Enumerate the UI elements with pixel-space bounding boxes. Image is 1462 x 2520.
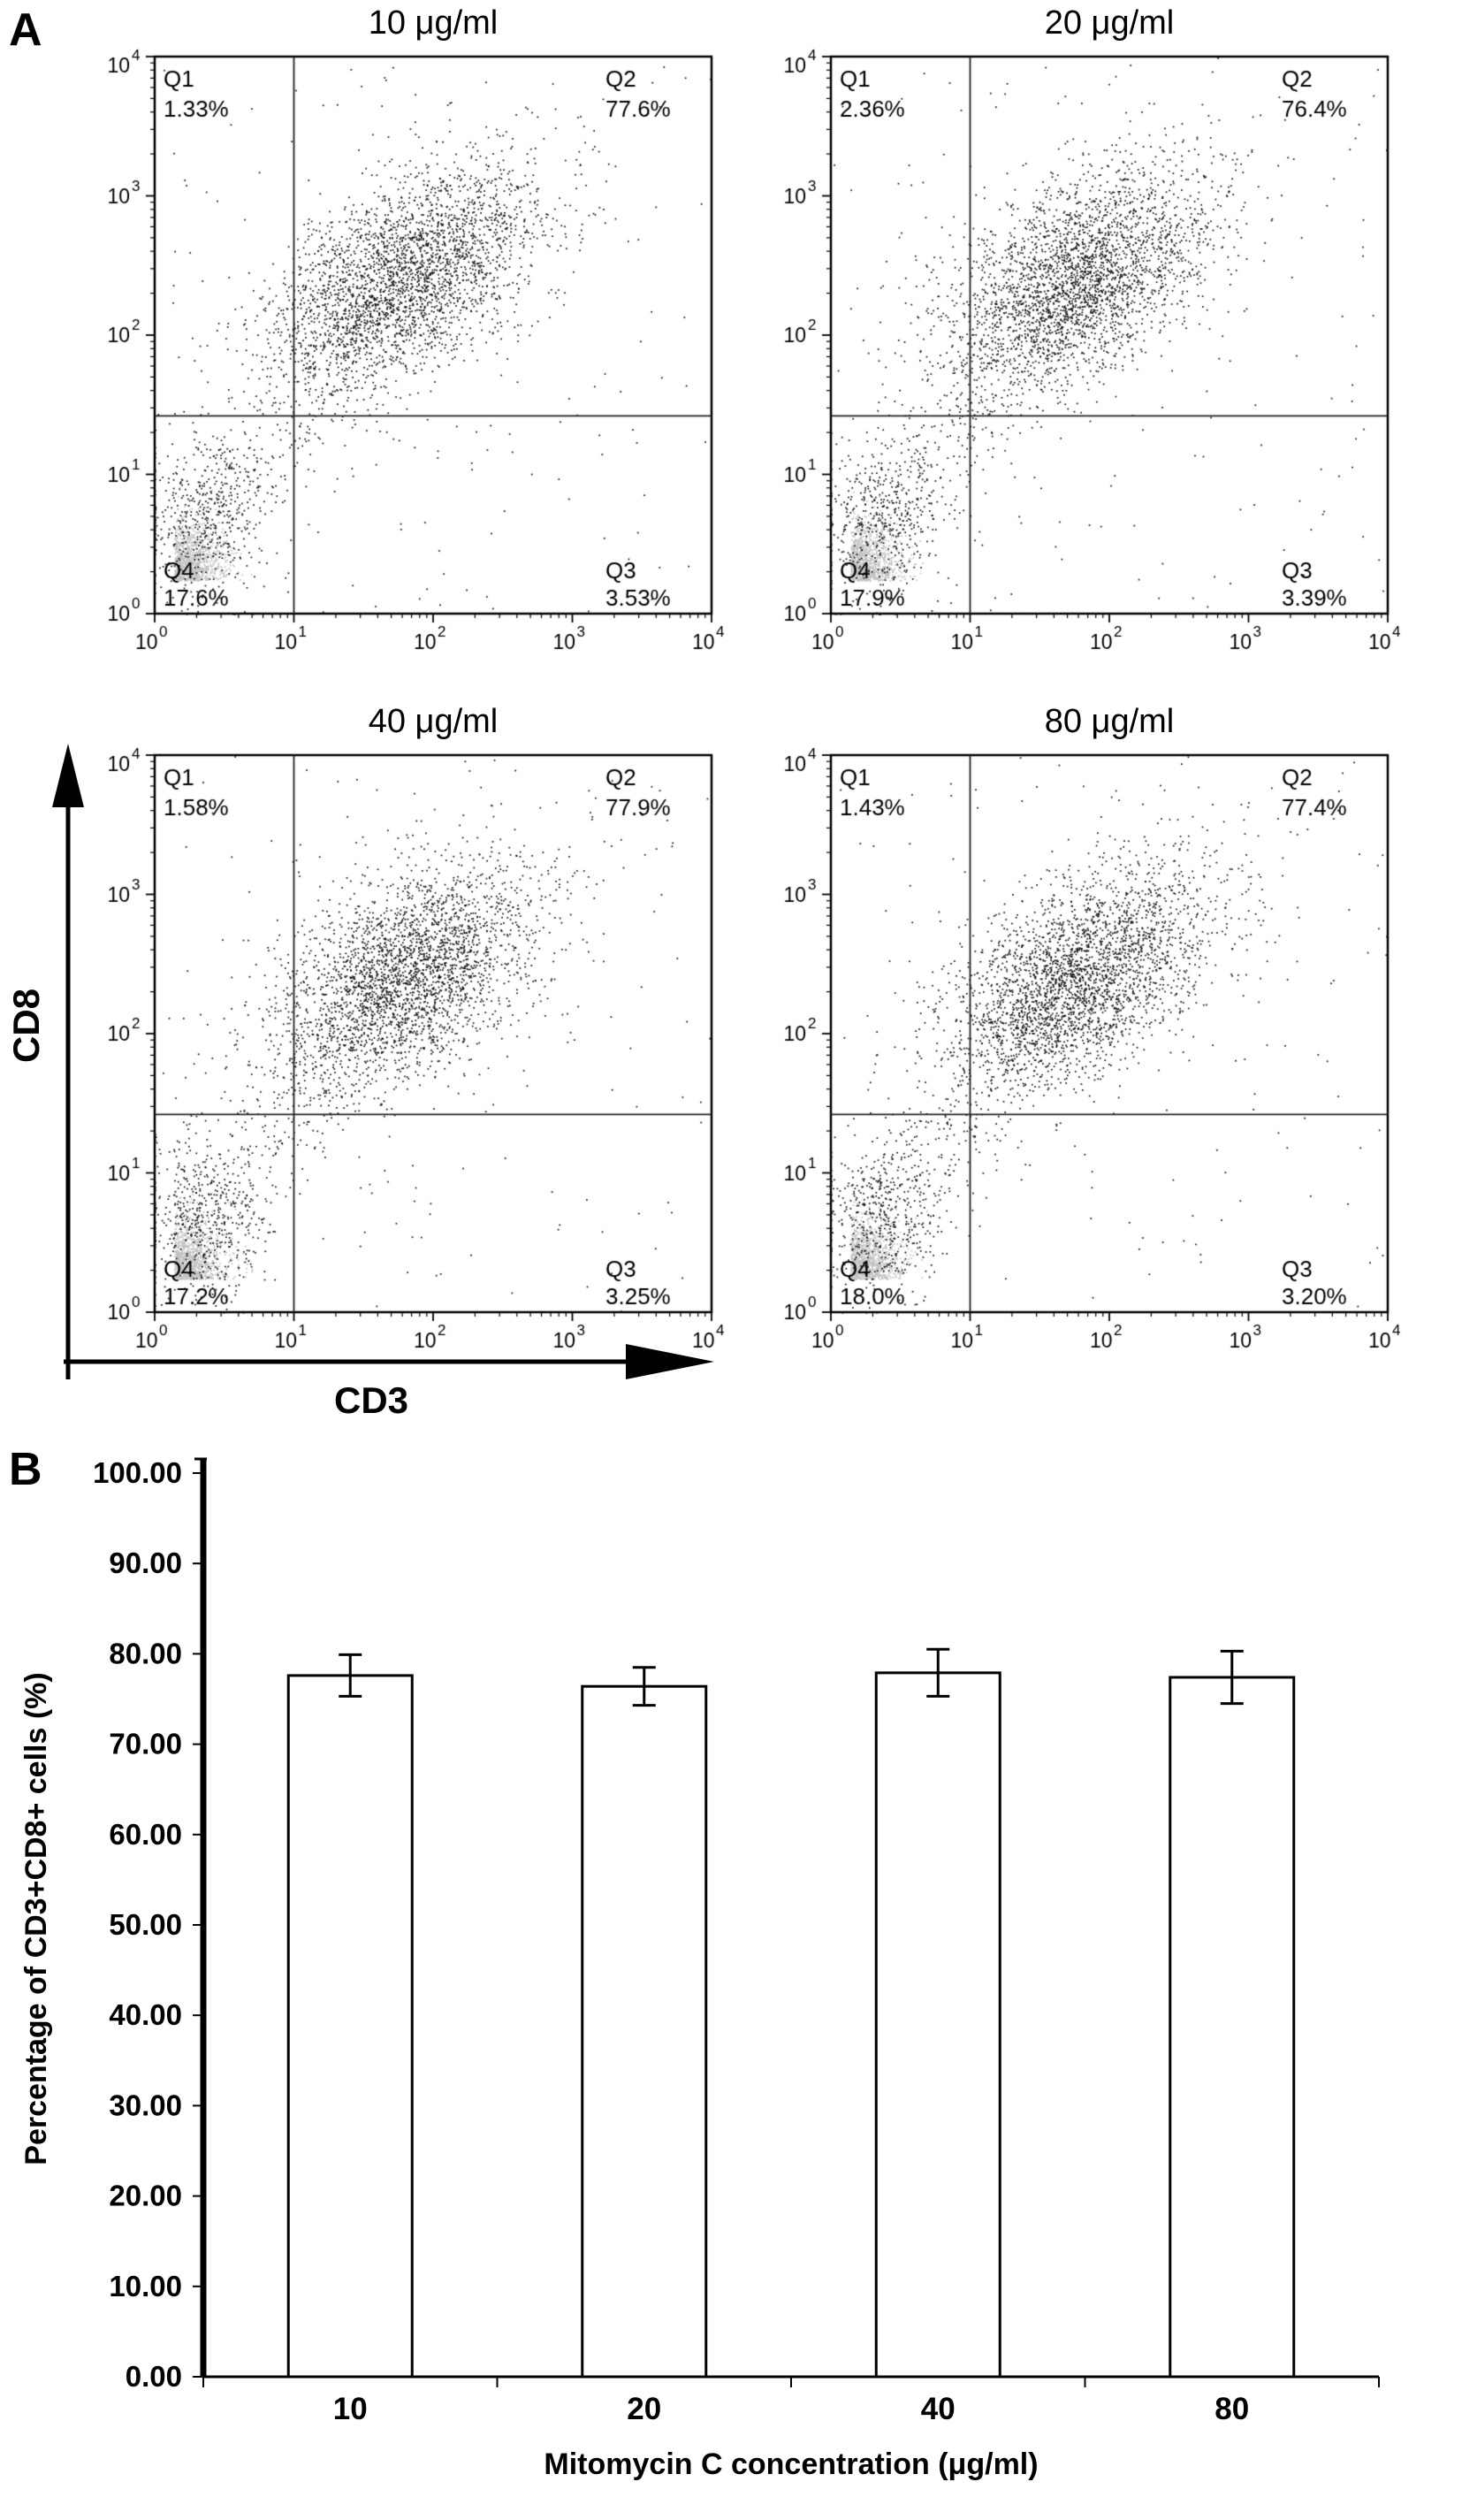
bar-chart-y-axis-title: Percentage of CD3+CD8+ cells (%) (19, 1672, 53, 2165)
svg-text:40: 40 (921, 2392, 956, 2426)
svg-text:60.00: 60.00 (109, 1818, 182, 1851)
svg-text:0.00: 0.00 (126, 2360, 182, 2393)
svg-text:20.00: 20.00 (109, 2180, 182, 2212)
svg-text:100.00: 100.00 (93, 1456, 182, 1489)
flow-plot-80ugml: 80 μg/ml (773, 703, 1405, 1384)
svg-text:90.00: 90.00 (109, 1546, 182, 1579)
cd8-axis-arrow-icon (52, 744, 84, 1379)
svg-text:40.00: 40.00 (109, 1998, 182, 2031)
svg-text:80: 80 (1215, 2392, 1249, 2426)
flow-plot-title-80ugml: 80 μg/ml (1044, 703, 1175, 740)
svg-text:20: 20 (627, 2392, 661, 2426)
cd3-axis-label: CD3 (333, 1379, 409, 1421)
svg-text:10.00: 10.00 (109, 2270, 182, 2302)
cd3-axis-arrow-icon (64, 1344, 714, 1379)
panel-a-label: A (9, 4, 42, 56)
flow-scatter-plot-20ugml (773, 44, 1405, 681)
flow-plot-40ugml: 40 μg/ml (97, 703, 729, 1384)
flow-plot-20ugml: 20 μg/ml (773, 4, 1405, 685)
flow-plot-title-20ugml: 20 μg/ml (1044, 4, 1175, 42)
flow-plot-title-40ugml: 40 μg/ml (368, 703, 499, 740)
bar-chart-x-axis-title: Mitomycin C concentration (μg/ml) (544, 2447, 1039, 2481)
flow-scatter-plot-40ugml (97, 743, 729, 1379)
panel-b-label: B (9, 1444, 42, 1495)
flow-plot-title-10ugml: 10 μg/ml (368, 4, 499, 42)
svg-text:80.00: 80.00 (109, 1637, 182, 1669)
cd8-axis-label: CD8 (5, 988, 47, 1064)
svg-text:10: 10 (333, 2392, 368, 2426)
svg-text:30.00: 30.00 (109, 2089, 182, 2121)
bar-chart: 0.00 10.00 20.00 30.00 40.00 50.00 60.00 70.00 8… (93, 1456, 1380, 2426)
flow-scatter-plot-80ugml (773, 743, 1405, 1379)
svg-text:70.00: 70.00 (109, 1728, 182, 1760)
flow-plot-10ugml: 10 μg/ml (97, 4, 729, 685)
svg-text:50.00: 50.00 (109, 1908, 182, 1941)
flow-scatter-plot-10ugml (97, 44, 729, 681)
